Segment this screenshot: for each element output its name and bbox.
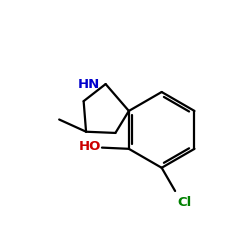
Text: HO: HO	[78, 140, 101, 153]
Text: HN: HN	[77, 78, 100, 90]
Text: Cl: Cl	[178, 196, 192, 209]
